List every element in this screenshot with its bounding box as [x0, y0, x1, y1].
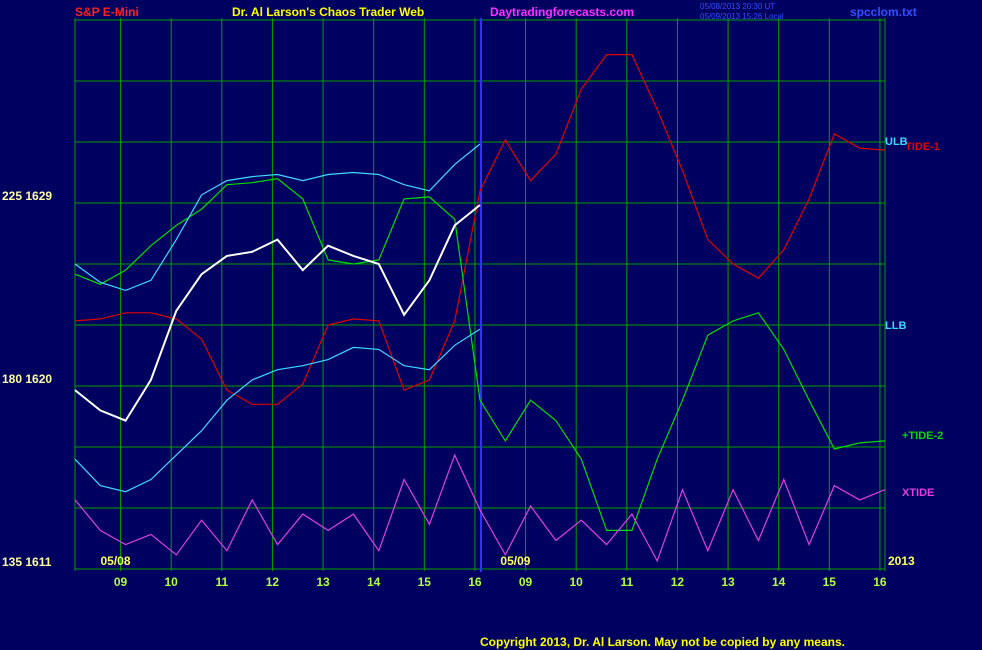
- x-tick-label: 14: [367, 575, 381, 589]
- legend-label: ULB: [885, 136, 908, 148]
- x-tick-label: 16: [873, 575, 887, 589]
- series-line: [74, 453, 886, 563]
- series-line: [74, 143, 481, 292]
- series-line: [74, 328, 481, 493]
- website: Daytradingforecasts.com: [490, 5, 634, 19]
- x-tick-label: 10: [570, 575, 584, 589]
- legend-label: LLB: [885, 320, 906, 332]
- y-tick-label: 135 1611: [2, 555, 52, 569]
- series-line: [74, 54, 886, 405]
- x-tick-label: 09: [114, 575, 128, 589]
- timestamp: 05/08/2013 20:30 UT: [700, 2, 775, 11]
- x-tick-label: 09: [519, 575, 533, 589]
- x-tick-label: 16: [468, 575, 482, 589]
- series-lines: [74, 54, 886, 563]
- instrument: S&P E-Mini: [75, 5, 139, 19]
- y-tick-label: 225 1629: [2, 189, 52, 203]
- x-tick-label: 13: [721, 575, 735, 589]
- x-tick-label: 11: [215, 575, 228, 589]
- year-label: 2013: [888, 554, 915, 568]
- x-tick-label: 11: [620, 575, 633, 589]
- series-line: [74, 204, 481, 422]
- x-tick-label: 12: [671, 575, 685, 589]
- copyright: Copyright 2013, Dr. Al Larson. May not b…: [480, 635, 845, 649]
- chart-title: Dr. Al Larson's Chaos Trader Web: [232, 5, 424, 19]
- labels: 135 1611 180 1620 225 1629 09 10 11 12 13 14 15 16…: [2, 136, 943, 589]
- legend-label: TIDE-1: [905, 141, 940, 153]
- legend-label: +TIDE-2: [902, 430, 943, 442]
- file-name: spcclom.txt: [850, 5, 917, 19]
- timestamp: 05/09/2013 15:26 Local: [700, 12, 784, 21]
- x-tick-label: 15: [418, 575, 432, 589]
- x-tick-label: 12: [266, 575, 280, 589]
- date-label: 05/09: [500, 554, 530, 568]
- series-line: [74, 177, 886, 531]
- date-label: 05/08: [100, 554, 130, 568]
- y-tick-label: 180 1620: [2, 372, 52, 386]
- x-tick-label: 10: [165, 575, 179, 589]
- x-tick-label: 13: [316, 575, 330, 589]
- x-tick-label: 14: [772, 575, 786, 589]
- legend-label: XTIDE: [902, 487, 934, 499]
- x-tick-label: 15: [823, 575, 837, 589]
